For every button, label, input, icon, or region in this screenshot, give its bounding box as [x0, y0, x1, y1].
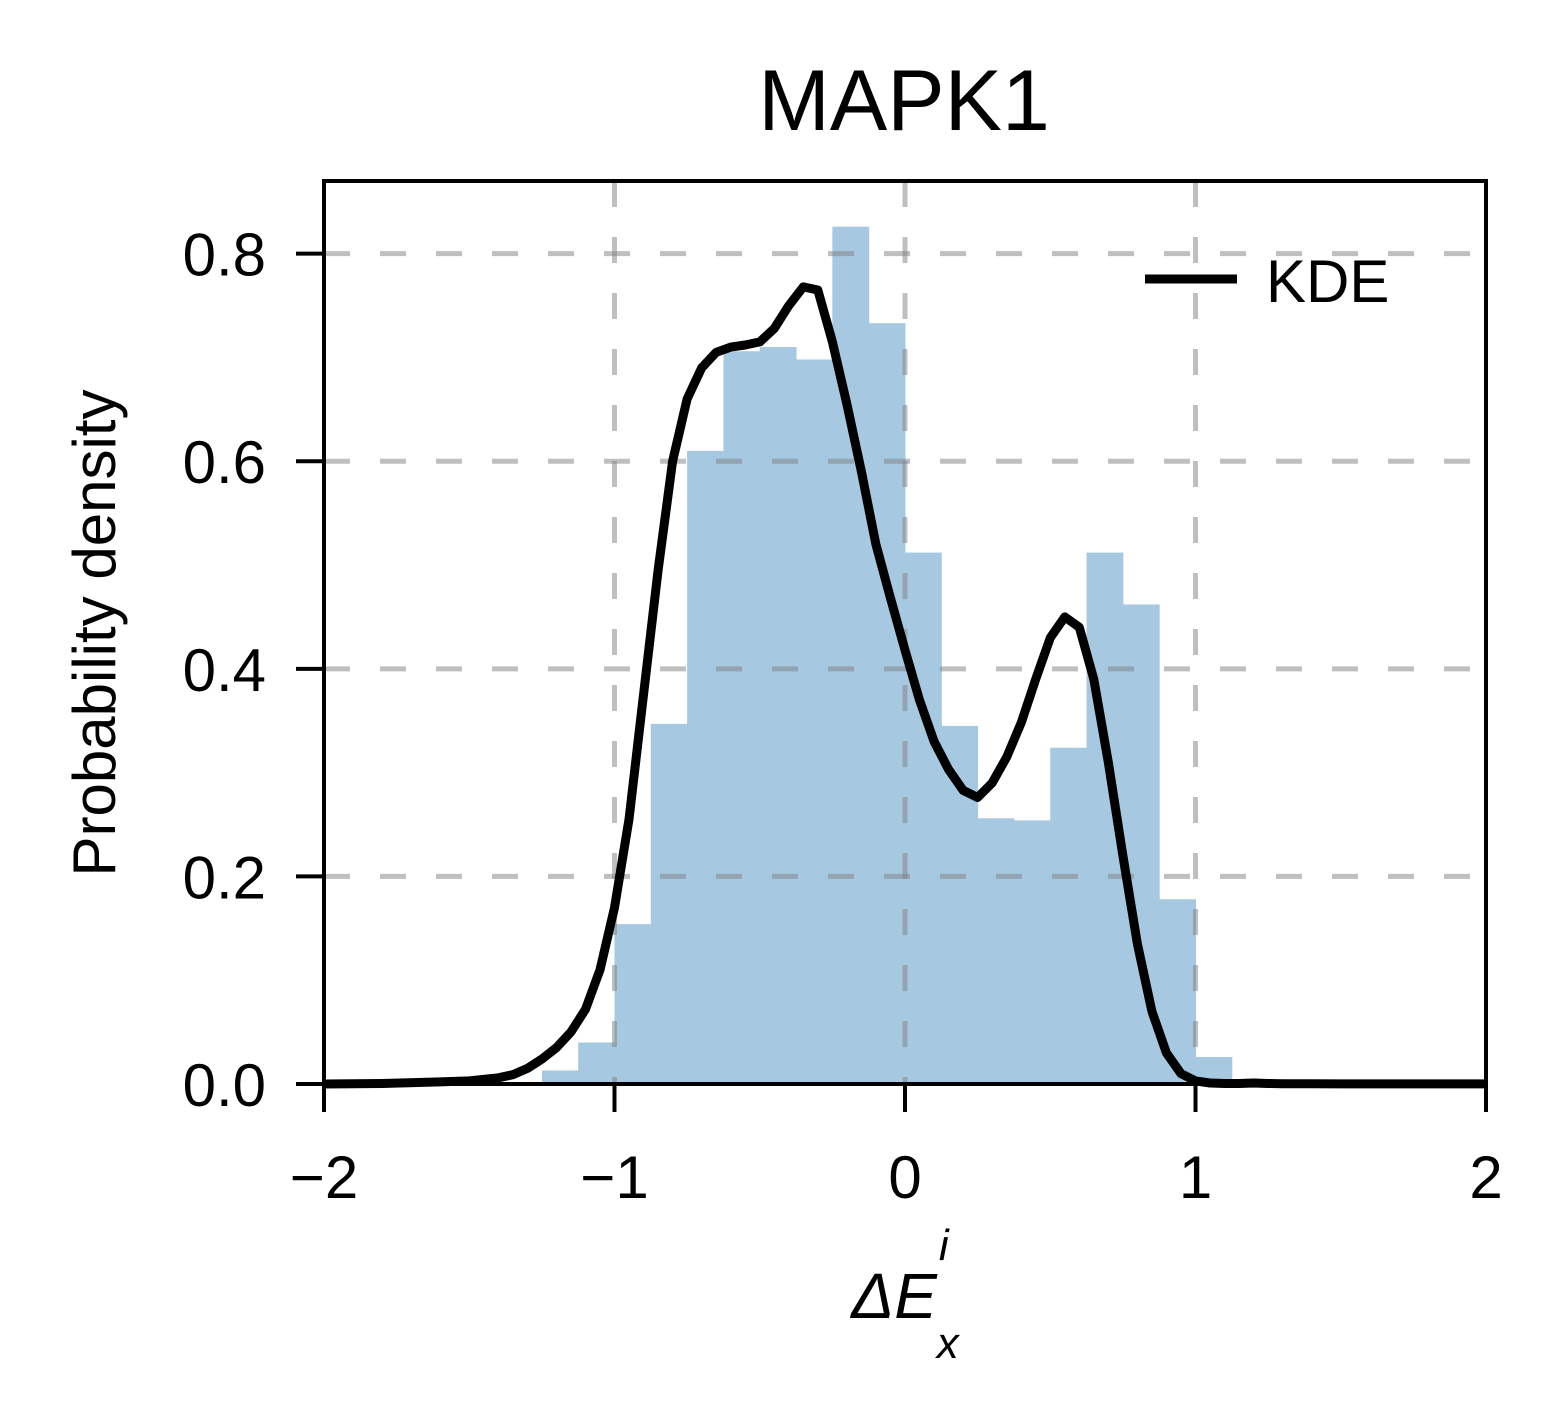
histogram-bar-2 [614, 924, 652, 1084]
x-axis-ticks: −2 −1 0 1 2 [290, 1084, 1503, 1211]
x-axis-label-base: ΔE [849, 1260, 938, 1332]
histogram-bar-10 [905, 552, 942, 1084]
y-axis-ticks: 0.0 0.2 0.4 0.6 0.8 [183, 222, 324, 1119]
legend-kde-label: KDE [1266, 248, 1389, 315]
histogram-bar-9 [868, 323, 906, 1085]
legend: KDE [1145, 248, 1389, 315]
y-tick-label-1: 0.2 [183, 844, 266, 911]
x-tick-label-2: 0 [888, 1144, 921, 1211]
histogram-bar-6 [759, 347, 797, 1084]
histogram-bar-3 [650, 723, 688, 1084]
histogram-bar-0 [541, 1070, 579, 1084]
y-tick-label-4: 0.8 [183, 222, 266, 289]
histogram-bar-12 [977, 818, 1015, 1084]
y-tick-label-3: 0.6 [183, 429, 266, 496]
x-tick-label-4: 2 [1469, 1144, 1502, 1211]
x-axis-label-sub: x [935, 1319, 961, 1368]
histogram-bar-5 [723, 351, 761, 1084]
x-tick-label-1: −1 [580, 1144, 648, 1211]
x-tick-label-0: −2 [290, 1144, 358, 1211]
histogram-bar-14 [1050, 747, 1088, 1084]
x-axis-label-sup: i [939, 1221, 950, 1270]
histogram-bar-4 [687, 450, 724, 1084]
y-tick-label-0: 0.0 [183, 1052, 266, 1119]
histogram-bar-7 [796, 359, 833, 1084]
histogram-bar-13 [1013, 820, 1051, 1084]
y-axis-label: Probability density [61, 390, 128, 877]
kde-line [323, 282, 1486, 1089]
x-tick-label-3: 1 [1179, 1144, 1212, 1211]
x-axis-label: ΔEi x [849, 1221, 960, 1368]
chart-title: MAPK1 [758, 53, 1050, 149]
y-tick-label-2: 0.4 [183, 637, 266, 704]
grid-lines [324, 181, 1486, 1084]
histogram-bar-1 [578, 1042, 615, 1084]
